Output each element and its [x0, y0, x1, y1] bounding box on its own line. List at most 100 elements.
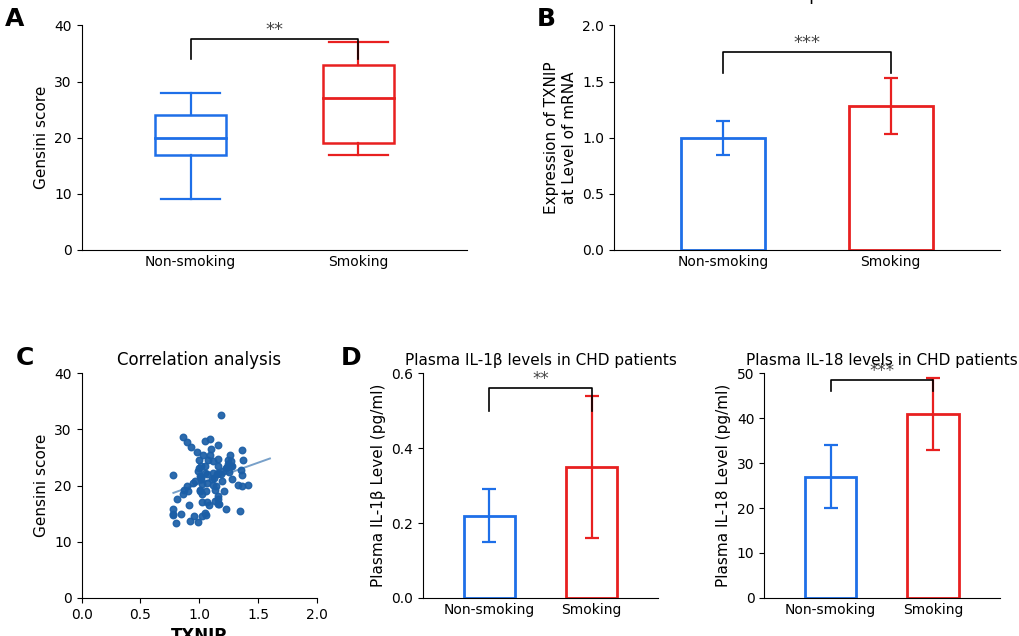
Point [199, 469, 215, 480]
Point [239, 480, 256, 490]
Point [205, 456, 221, 466]
Point [197, 467, 213, 478]
Text: D: D [340, 347, 361, 370]
Point [186, 476, 203, 487]
Point [180, 501, 197, 511]
Title: Gensini score: Gensini score [218, 0, 330, 4]
Point [210, 454, 226, 464]
Title: Correlation analysis: Correlation analysis [117, 351, 281, 369]
Point [194, 497, 210, 507]
Point [191, 463, 207, 473]
Point [210, 499, 226, 509]
Point [176, 485, 193, 495]
Point [165, 509, 181, 520]
Point [210, 499, 226, 509]
Title: Plasma IL-18 levels in CHD patients: Plasma IL-18 levels in CHD patients [745, 353, 1017, 368]
Point [197, 436, 213, 446]
Point [194, 474, 210, 484]
Text: ***: *** [793, 34, 819, 52]
Point [209, 461, 225, 471]
Text: **: ** [265, 22, 283, 39]
Text: B: B [536, 8, 555, 32]
Point [193, 461, 209, 471]
Point [185, 511, 202, 521]
Point [199, 497, 215, 508]
Point [209, 440, 225, 450]
Point [204, 474, 220, 484]
Point [208, 481, 224, 491]
Point [192, 471, 208, 481]
Point [209, 467, 225, 478]
Point [221, 467, 237, 478]
Point [218, 463, 234, 473]
Point [221, 450, 237, 460]
Point [206, 473, 222, 483]
Point [232, 464, 249, 474]
Point [182, 442, 199, 452]
Point [213, 410, 229, 420]
Point [209, 469, 225, 479]
Bar [804, 476, 856, 598]
Point [174, 489, 191, 499]
Point [232, 506, 249, 516]
Point [201, 501, 217, 511]
Text: ***: *** [868, 362, 894, 380]
Point [233, 470, 250, 480]
Bar [155, 115, 225, 155]
Bar [907, 414, 958, 598]
Point [233, 445, 250, 455]
Point [165, 470, 181, 480]
Point [205, 480, 221, 490]
Point [219, 462, 235, 472]
Point [194, 480, 210, 490]
Point [192, 485, 208, 495]
Point [210, 494, 226, 504]
Y-axis label: Gensini score: Gensini score [34, 434, 49, 537]
Point [181, 516, 198, 526]
Point [174, 432, 191, 443]
Point [203, 444, 219, 454]
Bar [848, 106, 931, 250]
Point [165, 504, 181, 515]
Point [198, 510, 214, 520]
Point [190, 517, 206, 527]
Point [200, 455, 216, 465]
Y-axis label: Plasma IL-18 Level (pg/ml): Plasma IL-18 Level (pg/ml) [715, 384, 731, 587]
Point [178, 481, 195, 491]
Point [223, 460, 239, 471]
Point [197, 461, 213, 471]
Point [195, 450, 211, 460]
Point [213, 469, 229, 479]
Point [214, 476, 230, 487]
Point [223, 456, 239, 466]
Bar [464, 516, 515, 598]
Point [194, 489, 210, 499]
Text: A: A [4, 8, 23, 32]
Point [190, 466, 206, 476]
Point [230, 480, 247, 490]
Point [191, 455, 207, 465]
Y-axis label: Plasma IL-1β Level (pg/ml): Plasma IL-1β Level (pg/ml) [370, 384, 385, 587]
Bar [681, 137, 764, 250]
Point [202, 434, 218, 445]
Point [219, 455, 235, 466]
Point [193, 486, 209, 496]
Point [165, 509, 181, 519]
Y-axis label: Expression of TXNIP
at Level of mRNA: Expression of TXNIP at Level of mRNA [544, 61, 576, 214]
Point [207, 496, 223, 506]
Point [179, 486, 196, 496]
Point [202, 450, 218, 460]
Point [178, 437, 195, 447]
Point [168, 494, 184, 504]
Point [194, 511, 210, 522]
Bar [323, 65, 393, 143]
Point [216, 486, 232, 496]
Point [234, 480, 251, 490]
Point [224, 474, 240, 484]
Point [210, 491, 226, 501]
Point [205, 467, 221, 478]
Point [222, 460, 238, 471]
Point [193, 473, 209, 483]
Bar [566, 467, 616, 598]
X-axis label: TXNIP: TXNIP [171, 627, 227, 636]
